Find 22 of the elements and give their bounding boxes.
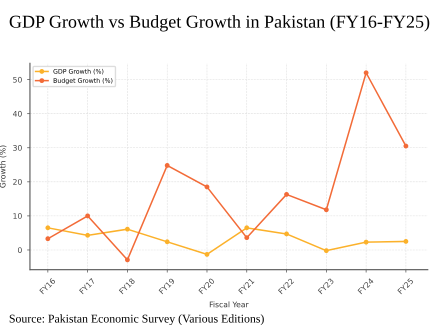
point (85, 213, 90, 218)
point (204, 252, 210, 257)
point (324, 207, 329, 212)
point (45, 236, 50, 242)
point (403, 144, 408, 148)
point (364, 240, 369, 245)
point (124, 226, 130, 232)
point (204, 184, 210, 190)
point (45, 225, 50, 230)
point (364, 70, 369, 76)
point (164, 163, 170, 168)
chart-title: GDP Growth vs Budget Growth in Pakistan (FY16-FY25) (10, 15, 430, 32)
point (324, 248, 329, 254)
point (284, 192, 289, 197)
point (244, 225, 250, 230)
source-note: Source: Pakistan Economic Survey (Various Editions) (10, 314, 264, 326)
point (403, 239, 408, 244)
point (164, 239, 170, 244)
point (284, 232, 289, 236)
point (85, 232, 90, 238)
point (124, 257, 130, 262)
point (244, 235, 250, 240)
